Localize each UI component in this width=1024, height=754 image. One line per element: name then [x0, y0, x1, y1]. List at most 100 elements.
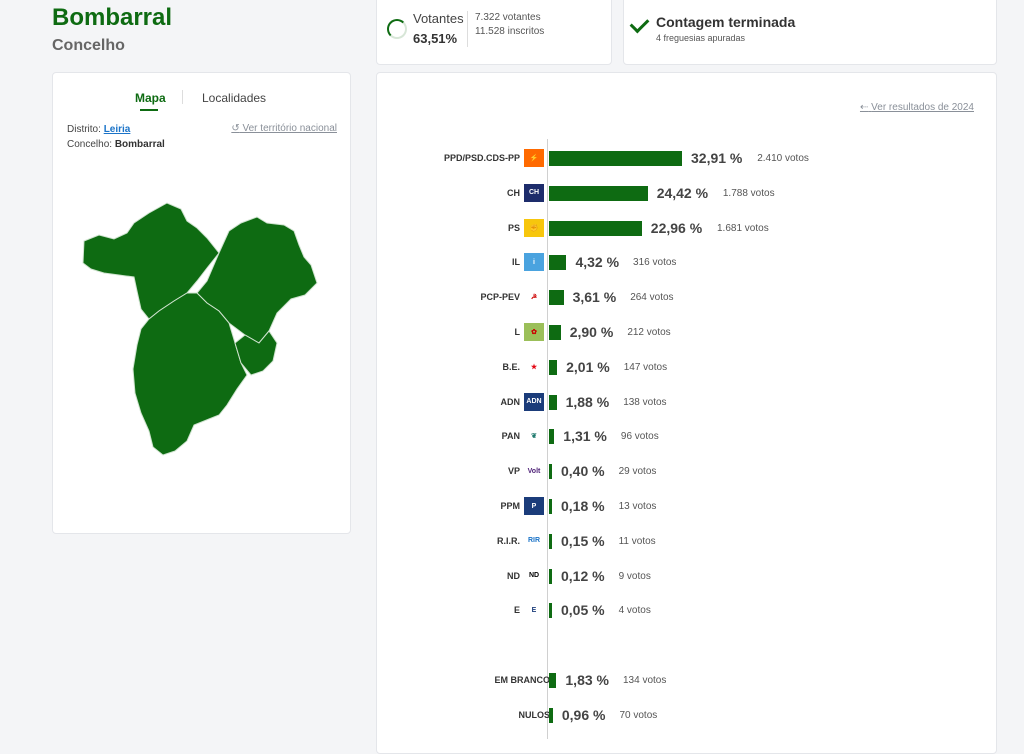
turnout-card: Votantes 63,51% 7.322 votantes 11.528 in…: [376, 0, 612, 65]
tab-localidades[interactable]: Localidades: [202, 91, 267, 105]
rir-logo: RIR: [524, 531, 544, 550]
party-name: PCP-PEV: [480, 292, 520, 303]
result-percentage: 22,96 %: [650, 219, 703, 236]
nd-logo: ND: [524, 566, 544, 585]
distrito-label: Distrito:: [67, 124, 101, 135]
result-percentage: 1,31 %: [563, 428, 607, 445]
concelho-info: Concelho: Bombarral: [67, 139, 165, 150]
result-votes: 29 votos: [618, 466, 657, 478]
map-region-4[interactable]: [234, 330, 278, 376]
turnout-registered: 11.528 inscritos: [475, 26, 545, 37]
result-votes: 1.788 votos: [722, 187, 775, 199]
party-name: ND: [507, 570, 520, 581]
result-row: CH CH 24,42 % 1.788 votos: [377, 183, 996, 204]
result-bar: [549, 220, 642, 236]
map-region-1[interactable]: [82, 202, 220, 320]
result-votes: 212 votos: [627, 327, 671, 338]
result-row: IL i 4,32 % 316 votos: [377, 253, 996, 273]
municipality-map: [82, 202, 318, 456]
party-name: EM BRANCO: [494, 675, 551, 685]
result-votes: 11 votos: [618, 535, 656, 547]
map-region-3[interactable]: [132, 292, 248, 456]
result-votes: 13 votos: [618, 501, 657, 512]
result-row: ADN ADN 1,88 % 138 votos: [377, 392, 996, 413]
result-percentage: 1,88 %: [565, 393, 610, 410]
count-status-card: Contagem terminada 4 freguesias apuradas: [623, 0, 997, 65]
result-percentage: 1,83 %: [565, 672, 609, 688]
result-votes: 264 votos: [630, 292, 674, 304]
result-votes: 9 votos: [618, 570, 651, 582]
result-percentage: 32,91 %: [691, 150, 743, 166]
result-percentage: 3,61 %: [572, 289, 617, 306]
results-panel: ⇠ Ver resultados de 2024 PPD/PSD.CDS-PP ⚡…: [376, 72, 997, 754]
adn-logo: ADN: [524, 392, 544, 411]
result-percentage: 0,15 %: [561, 532, 605, 549]
result-bar: [549, 568, 552, 584]
party-name: L: [514, 327, 521, 337]
concelho-label: Concelho:: [67, 139, 113, 150]
pcp-pev-logo: ☭: [524, 288, 544, 307]
result-row: L ✿ 2,90 % 212 votos: [377, 323, 996, 343]
result-votes: 2.410 votos: [757, 153, 809, 164]
national-territory-link[interactable]: ↺ Ver território nacional: [231, 123, 337, 134]
party-name: PPM: [500, 501, 520, 511]
party-name: R.I.R.: [496, 535, 520, 546]
result-row: PAN ❦ 1,31 % 96 votos: [377, 427, 996, 447]
result-bar: [549, 429, 555, 445]
count-status-subtitle: 4 freguesias apuradas: [656, 33, 746, 43]
result-row: E E 0,05 % 4 votos: [377, 601, 996, 621]
party-name: ADN: [500, 396, 521, 407]
result-percentage: 0,05 %: [561, 602, 605, 619]
result-row: PPM P 0,18 % 13 votos: [377, 497, 996, 517]
result-bar: [549, 603, 552, 619]
turnout-label: Votantes: [413, 11, 464, 26]
concelho-value: Bombarral: [114, 139, 165, 150]
result-votes: 1.681 votos: [716, 222, 769, 234]
result-votes: 96 votos: [620, 431, 659, 443]
result-percentage: 0,96 %: [561, 707, 606, 723]
il-logo: i: [524, 253, 544, 272]
result-bar: [549, 255, 567, 271]
result-percentage: 0,12 %: [561, 567, 605, 584]
result-bar: [549, 359, 558, 375]
result-row: VP Volt 0,40 % 29 votos: [377, 462, 996, 482]
result-bar: [549, 394, 557, 410]
page-subtitle: Concelho: [52, 37, 125, 54]
previous-results-link[interactable]: ⇠ Ver resultados de 2024: [860, 102, 974, 113]
result-row: PPD/PSD.CDS-PP ⚡ 32,91 % 2.410 votos: [377, 149, 996, 169]
party-name: IL: [512, 257, 520, 268]
result-bar: [549, 464, 552, 480]
result-percentage: 24,42 %: [656, 184, 709, 201]
chart-axis: [547, 139, 548, 739]
tab-mapa[interactable]: Mapa: [135, 91, 166, 105]
distrito-info: Distrito: Leiria: [67, 124, 130, 135]
be-logo: ★: [524, 357, 544, 376]
turnout-percentage: 63,51%: [413, 31, 458, 46]
count-status-title: Contagem terminada: [656, 14, 796, 30]
result-votes: 134 votos: [622, 675, 667, 686]
result-row: EM BRANCO 1,83 % 134 votos: [377, 671, 996, 691]
result-bar: [549, 151, 682, 166]
result-votes: 147 votos: [623, 361, 668, 373]
chega-logo: CH: [524, 183, 544, 202]
result-bar: [549, 325, 561, 340]
party-name: CH: [507, 187, 520, 198]
result-row: NULOS 0,96 % 70 votos: [377, 706, 996, 726]
result-row: B.E. ★ 2,01 % 147 votos: [377, 357, 996, 378]
volt-logo: Volt: [524, 462, 544, 481]
result-row: PS ✊ 22,96 % 1.681 votos: [377, 218, 996, 239]
livre-logo: ✿: [524, 323, 544, 341]
previous-results-label: Ver resultados de 2024: [871, 102, 974, 113]
active-tab-indicator: [140, 109, 158, 111]
check-icon: [629, 13, 650, 34]
result-bar: [549, 499, 552, 514]
page-title: Bombarral: [52, 4, 173, 31]
ppm-logo: P: [524, 497, 544, 515]
distrito-link[interactable]: Leiria: [103, 124, 131, 135]
result-votes: 316 votos: [633, 257, 677, 269]
party-name: PPD/PSD.CDS-PP: [443, 153, 520, 163]
party-name: E: [513, 605, 520, 616]
result-row: ND ND 0,12 % 9 votos: [377, 566, 996, 587]
result-row: R.I.R. RIR 0,15 % 11 votos: [377, 531, 996, 552]
party-name: B.E.: [502, 361, 520, 372]
